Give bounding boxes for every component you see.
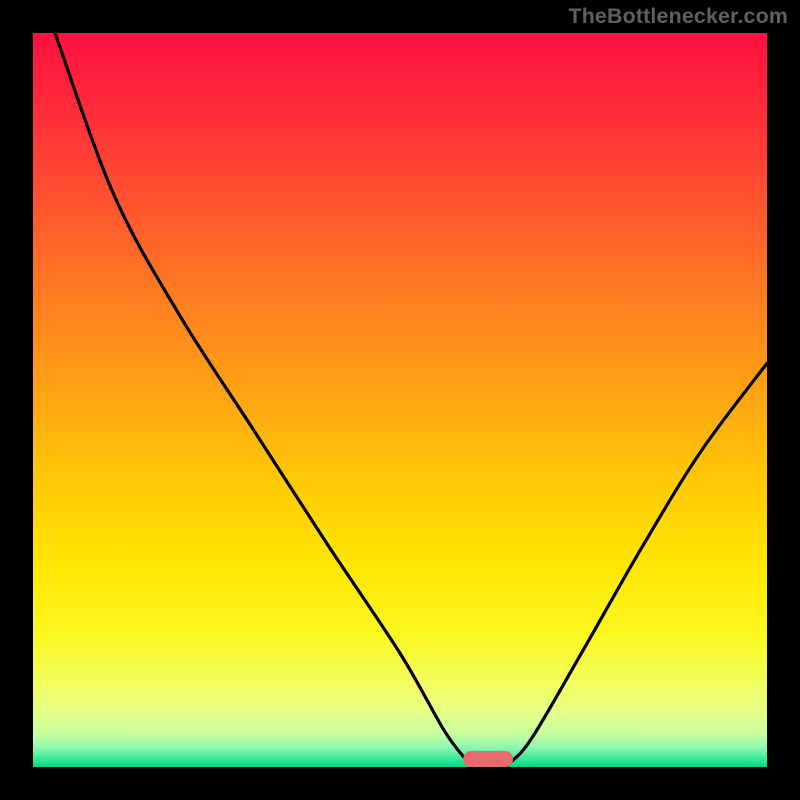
chart-root: TheBottlenecker.com — [0, 0, 800, 800]
optimal-marker — [463, 751, 513, 767]
watermark-text: TheBottlenecker.com — [568, 4, 788, 29]
chart-svg — [0, 0, 800, 800]
gradient-background — [33, 33, 767, 767]
